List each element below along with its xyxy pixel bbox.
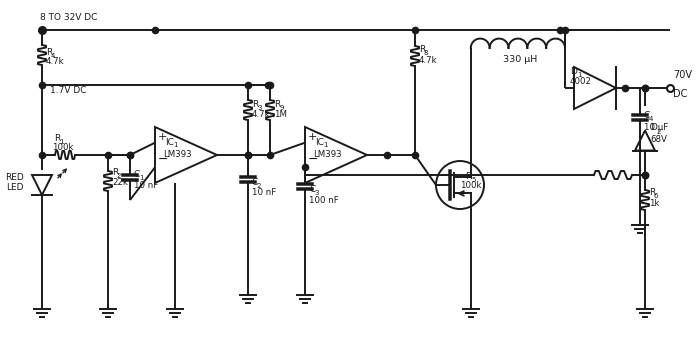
Text: 1M: 1M: [274, 110, 287, 119]
Text: 100k: 100k: [52, 143, 74, 152]
Text: 1: 1: [59, 139, 64, 145]
Text: C: C: [252, 178, 258, 187]
Text: LED: LED: [6, 183, 24, 192]
Text: 3: 3: [257, 105, 262, 111]
Text: C: C: [644, 111, 650, 120]
Text: 1: 1: [173, 142, 178, 148]
Text: C: C: [309, 185, 315, 194]
Text: 10 μF: 10 μF: [644, 123, 668, 132]
Text: 1: 1: [577, 72, 582, 78]
Text: −: −: [158, 153, 169, 166]
Text: 4: 4: [649, 116, 653, 122]
Text: R: R: [46, 48, 52, 57]
Text: R: R: [465, 172, 471, 181]
Text: 100k: 100k: [460, 181, 482, 190]
Text: 22k: 22k: [112, 178, 128, 187]
Text: 9: 9: [279, 105, 284, 111]
Text: 2: 2: [117, 173, 121, 179]
Text: 100 nF: 100 nF: [309, 196, 339, 205]
Text: 4.7k: 4.7k: [252, 110, 271, 119]
Text: 4002: 4002: [570, 77, 592, 86]
Text: C: C: [134, 170, 140, 179]
Text: 2: 2: [657, 129, 662, 134]
Text: IC: IC: [165, 138, 174, 147]
Text: D: D: [570, 67, 577, 76]
Text: 1: 1: [323, 142, 328, 148]
Text: 8 TO 32V DC: 8 TO 32V DC: [40, 13, 97, 22]
Text: R: R: [274, 100, 280, 109]
Text: +: +: [308, 132, 317, 142]
Text: RED: RED: [6, 173, 24, 182]
Text: 4.7k: 4.7k: [419, 56, 438, 65]
Text: −: −: [308, 153, 318, 166]
Text: 6: 6: [654, 193, 659, 199]
Text: R: R: [252, 100, 258, 109]
Text: 4.7k: 4.7k: [46, 57, 64, 66]
Text: R: R: [419, 45, 426, 54]
Text: 1.7V DC: 1.7V DC: [50, 86, 87, 95]
Text: 4: 4: [51, 53, 55, 59]
Text: LM393: LM393: [313, 150, 342, 159]
Text: 1k: 1k: [649, 199, 659, 208]
Text: LM393: LM393: [163, 150, 192, 159]
Text: +: +: [158, 132, 167, 142]
Text: R: R: [112, 168, 118, 177]
Text: 10 nF: 10 nF: [134, 181, 158, 190]
Text: 5: 5: [471, 177, 475, 183]
Text: IC: IC: [315, 138, 324, 147]
Text: D: D: [650, 123, 657, 132]
Text: 10 nF: 10 nF: [252, 188, 276, 197]
Text: 2: 2: [257, 183, 261, 189]
Text: 1: 1: [139, 175, 144, 181]
Text: 330 μH: 330 μH: [503, 55, 537, 64]
Text: 3: 3: [314, 190, 318, 196]
Text: DC: DC: [673, 89, 687, 99]
Text: 68V: 68V: [650, 135, 667, 145]
Text: R: R: [54, 134, 60, 143]
Text: 8: 8: [424, 50, 428, 56]
Text: 70V: 70V: [673, 70, 692, 80]
Text: R: R: [649, 188, 655, 197]
